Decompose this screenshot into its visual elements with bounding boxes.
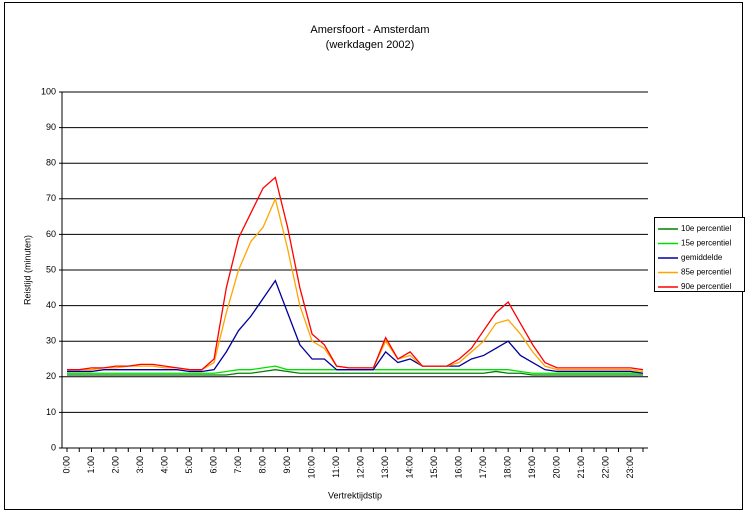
legend-label: gemiddelde xyxy=(681,253,723,262)
y-tick-label: 80 xyxy=(46,158,56,168)
x-tick-label: 23:00 xyxy=(625,456,635,479)
chart-title: Amersfoort - Amsterdam xyxy=(310,24,429,36)
y-tick-label: 20 xyxy=(46,371,56,381)
legend-box xyxy=(654,217,745,292)
x-tick-label: 10:00 xyxy=(306,456,316,479)
x-tick-label: 2:00 xyxy=(110,456,120,474)
x-tick-label: 19:00 xyxy=(527,456,537,479)
y-tick-label: 30 xyxy=(46,336,56,346)
x-tick-label: 14:00 xyxy=(405,456,415,479)
x-tick-label: 16:00 xyxy=(454,456,464,479)
series-line xyxy=(67,279,644,374)
y-tick-label: 90 xyxy=(46,122,56,132)
y-tick-label: 10 xyxy=(46,407,56,417)
y-tick-label: 0 xyxy=(51,442,56,452)
y-axis-label: Reistijd (minuten) xyxy=(22,235,32,305)
x-tick-label: 4:00 xyxy=(159,456,169,474)
x-tick-label: 1:00 xyxy=(86,456,96,474)
legend-label: 85e percentiel xyxy=(681,268,731,277)
chart-frame xyxy=(4,2,743,510)
y-tick-label: 40 xyxy=(46,300,56,310)
x-tick-label: 6:00 xyxy=(208,456,218,474)
x-tick-label: 5:00 xyxy=(184,456,194,474)
series-line xyxy=(67,176,644,371)
y-tick-label: 50 xyxy=(46,264,56,274)
y-tick-label: 100 xyxy=(41,86,56,96)
x-axis-label: Vertrektijdstip xyxy=(328,490,382,500)
x-tick-label: 15:00 xyxy=(429,456,439,479)
legend-label: 90e percentiel xyxy=(681,282,731,291)
legend-label: 10e percentiel xyxy=(681,224,731,233)
legend-label: 15e percentiel xyxy=(681,239,731,248)
y-tick-label: 60 xyxy=(46,229,56,239)
series-line xyxy=(67,369,643,376)
y-tick-label: 70 xyxy=(46,193,56,203)
x-tick-label: 9:00 xyxy=(282,456,292,474)
x-tick-label: 11:00 xyxy=(331,456,341,478)
x-tick-label: 0:00 xyxy=(61,456,71,474)
x-tick-label: 3:00 xyxy=(135,456,145,474)
x-tick-label: 18:00 xyxy=(503,456,513,479)
x-tick-label: 20:00 xyxy=(552,456,562,479)
x-tick-label: 12:00 xyxy=(356,456,366,479)
x-tick-label: 17:00 xyxy=(478,456,488,479)
x-tick-label: 22:00 xyxy=(601,456,611,479)
x-tick-label: 8:00 xyxy=(257,456,267,474)
chart-subtitle: (werkdagen 2002) xyxy=(326,39,415,51)
x-tick-label: 13:00 xyxy=(380,456,390,479)
x-tick-label: 21:00 xyxy=(576,456,586,479)
x-tick-label: 7:00 xyxy=(233,456,243,474)
